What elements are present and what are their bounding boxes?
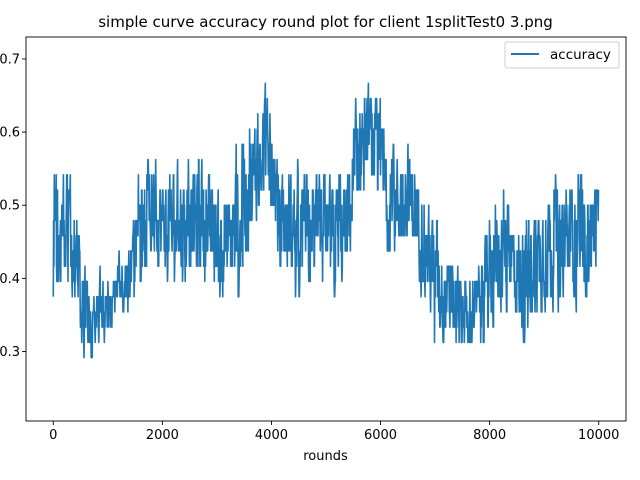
accuracy-series-line [52, 82, 600, 359]
x-tick-label: 0 [49, 428, 57, 443]
legend-label: accuracy [550, 47, 611, 63]
y-tick-label: 0.4 [0, 272, 20, 287]
y-axis: 0.3 0.4 0.5 0.6 0.7 [0, 52, 26, 360]
x-tick-label: 10000 [578, 428, 619, 443]
plot-area [52, 82, 600, 359]
y-tick-label: 0.6 [0, 126, 20, 141]
x-tick-label: 4000 [255, 428, 288, 443]
x-tick-label: 8000 [473, 428, 506, 443]
x-axis: 0 2000 4000 6000 8000 10000 [49, 421, 619, 443]
legend-box [504, 41, 620, 69]
legend: accuracy [504, 41, 620, 69]
chart-title: simple curve accuracy round plot for cli… [98, 13, 553, 31]
y-tick-label: 0.3 [0, 345, 20, 360]
plot-frame [25, 36, 627, 422]
y-tick-label: 0.7 [0, 52, 20, 67]
x-tick-label: 6000 [364, 428, 397, 443]
x-axis-label: rounds [303, 449, 348, 464]
y-tick-label: 0.5 [0, 199, 20, 214]
x-tick-label: 2000 [146, 428, 179, 443]
